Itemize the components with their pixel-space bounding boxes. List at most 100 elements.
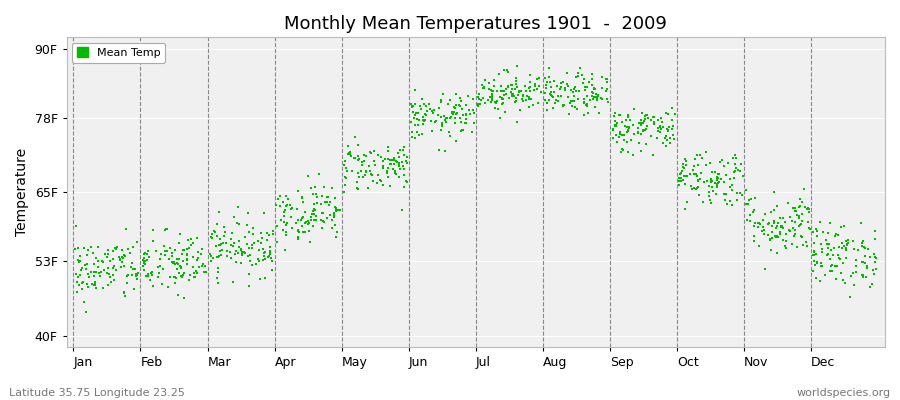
Point bbox=[491, 105, 505, 112]
Point bbox=[772, 231, 787, 237]
Point bbox=[561, 82, 575, 89]
Point bbox=[220, 248, 234, 254]
Point bbox=[309, 191, 323, 198]
Point bbox=[608, 122, 622, 128]
Point bbox=[792, 215, 806, 221]
Point bbox=[773, 229, 788, 236]
Point bbox=[485, 91, 500, 97]
Point bbox=[392, 174, 407, 180]
Point bbox=[240, 253, 255, 260]
Point bbox=[245, 262, 259, 269]
Point bbox=[796, 234, 810, 240]
Point bbox=[622, 125, 636, 131]
Point bbox=[174, 265, 188, 272]
Point bbox=[143, 277, 157, 283]
Point bbox=[659, 132, 673, 139]
Point bbox=[294, 214, 309, 221]
Point bbox=[341, 143, 356, 149]
Point bbox=[794, 233, 808, 239]
Point bbox=[508, 75, 523, 82]
Point bbox=[492, 71, 507, 77]
Point bbox=[184, 236, 198, 242]
Point bbox=[856, 238, 870, 244]
Point bbox=[705, 168, 719, 175]
Point bbox=[723, 183, 737, 190]
Point bbox=[608, 123, 622, 129]
Point bbox=[495, 95, 509, 101]
Point bbox=[320, 194, 335, 201]
Point bbox=[794, 221, 808, 227]
Point bbox=[776, 215, 790, 222]
Point bbox=[186, 274, 201, 280]
Point bbox=[68, 246, 82, 252]
Point bbox=[298, 228, 312, 235]
Point bbox=[828, 262, 842, 269]
Point bbox=[544, 93, 559, 99]
Point bbox=[742, 197, 756, 204]
Point bbox=[723, 176, 737, 182]
Point bbox=[85, 244, 99, 250]
Point bbox=[395, 163, 410, 170]
Point bbox=[97, 267, 112, 273]
Point bbox=[400, 179, 414, 185]
Point bbox=[328, 212, 342, 218]
Point bbox=[620, 124, 634, 130]
Point bbox=[542, 97, 556, 104]
Point bbox=[158, 252, 172, 259]
Point bbox=[434, 96, 448, 103]
Point bbox=[591, 110, 606, 116]
Point bbox=[406, 109, 420, 115]
Point bbox=[708, 180, 723, 186]
Point bbox=[693, 169, 707, 176]
Point bbox=[75, 286, 89, 292]
Point bbox=[713, 158, 727, 165]
Point bbox=[454, 98, 469, 104]
Point bbox=[795, 198, 809, 205]
Point bbox=[501, 82, 516, 89]
Point bbox=[542, 65, 556, 72]
Point bbox=[443, 132, 457, 139]
Point bbox=[607, 113, 621, 119]
Point bbox=[715, 156, 729, 163]
Point bbox=[127, 286, 141, 292]
Point bbox=[396, 144, 410, 151]
Point bbox=[350, 185, 365, 192]
Point bbox=[833, 256, 848, 262]
Point bbox=[472, 101, 487, 107]
Point bbox=[674, 178, 688, 184]
Point bbox=[690, 176, 705, 183]
Point bbox=[74, 266, 88, 273]
Point bbox=[428, 118, 443, 125]
Point bbox=[276, 198, 291, 205]
Point bbox=[590, 95, 604, 102]
Point bbox=[581, 79, 596, 86]
Point bbox=[836, 243, 850, 249]
Point bbox=[351, 142, 365, 149]
Point bbox=[260, 230, 274, 236]
Point bbox=[225, 230, 239, 236]
Point bbox=[342, 151, 356, 157]
Point bbox=[521, 104, 535, 110]
Point bbox=[303, 214, 318, 220]
Point bbox=[89, 254, 104, 261]
Point bbox=[400, 158, 414, 164]
Point bbox=[824, 247, 839, 253]
Point bbox=[580, 103, 594, 110]
Point bbox=[173, 263, 187, 269]
Point bbox=[212, 248, 227, 254]
Point bbox=[437, 148, 452, 154]
Point bbox=[120, 280, 134, 287]
Point bbox=[790, 244, 805, 250]
Point bbox=[351, 186, 365, 192]
Point bbox=[181, 237, 195, 243]
Point bbox=[316, 218, 330, 224]
Point bbox=[266, 230, 281, 237]
Point bbox=[308, 184, 322, 190]
Point bbox=[403, 118, 418, 125]
Point bbox=[241, 209, 256, 216]
Point bbox=[646, 152, 661, 158]
Point bbox=[463, 107, 477, 113]
Point bbox=[432, 147, 446, 154]
Point bbox=[434, 114, 448, 120]
Point bbox=[690, 185, 705, 191]
